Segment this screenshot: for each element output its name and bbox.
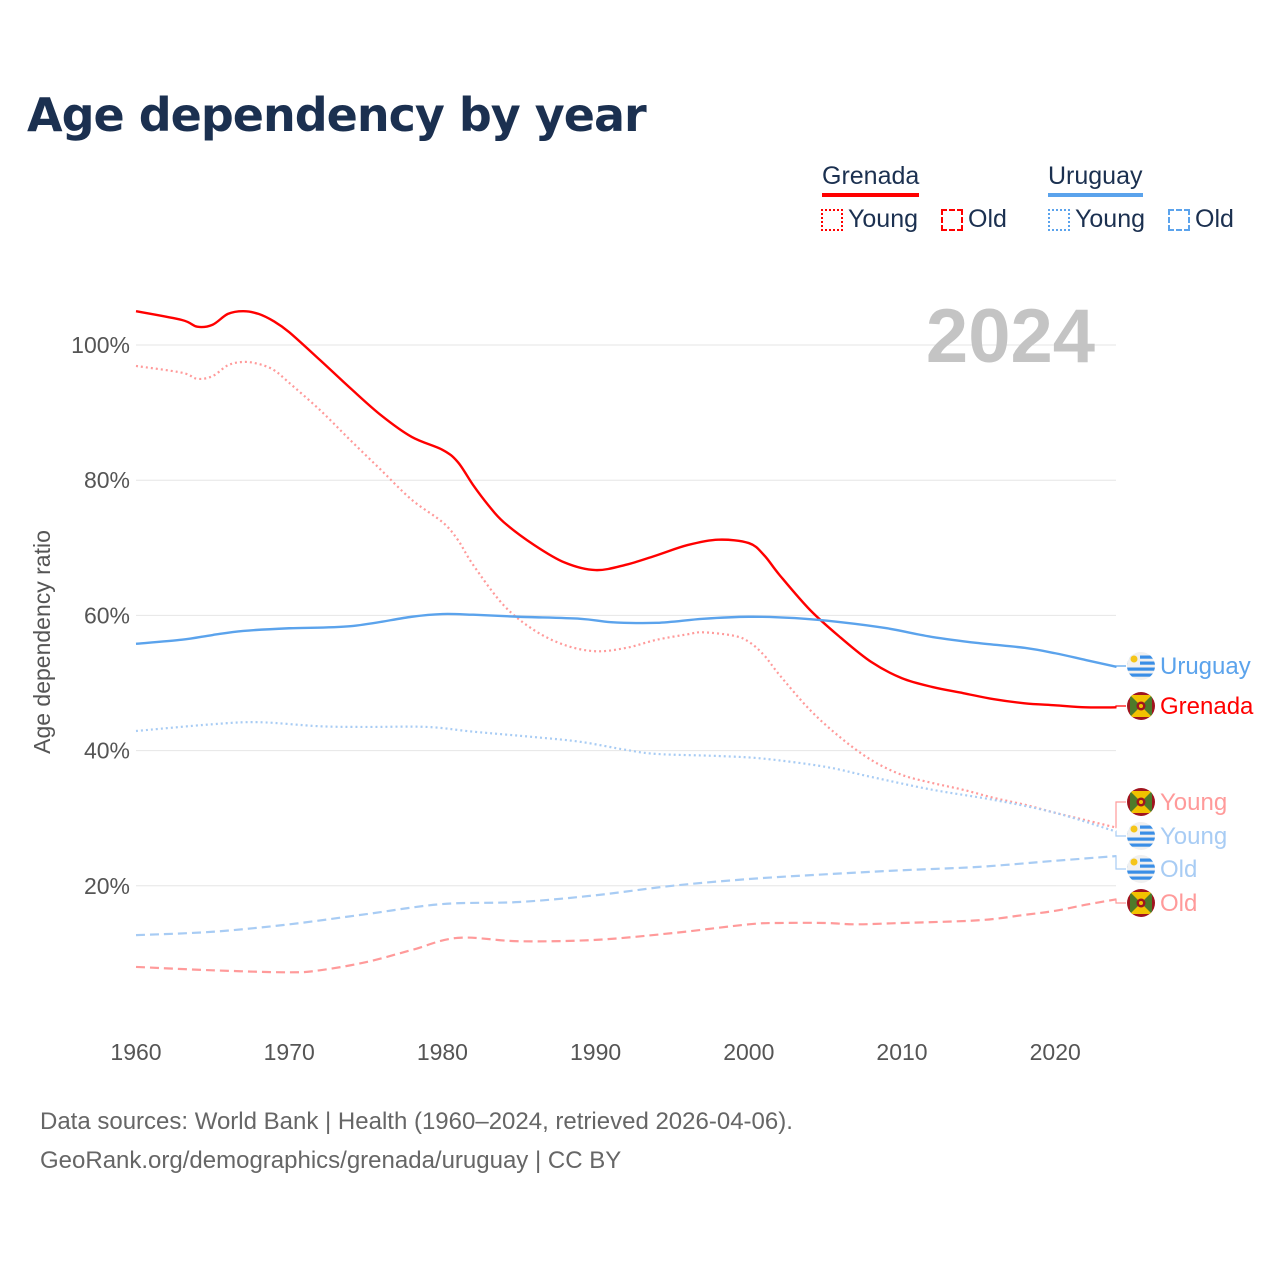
x-tick-label: 2020 bbox=[1030, 1039, 1081, 1065]
uruguay-flag-icon bbox=[1127, 855, 1155, 883]
x-tick-label: 1970 bbox=[264, 1039, 315, 1065]
footer-attribution[interactable]: GeoRank.org/demographics/grenada/uruguay… bbox=[40, 1147, 622, 1174]
series-label: Young bbox=[1160, 789, 1227, 816]
y-axis-label: Age dependency ratio bbox=[29, 530, 55, 754]
x-tick-label: 1960 bbox=[110, 1039, 161, 1065]
end-label-uruguay: Uruguay bbox=[1115, 652, 1251, 680]
legend-uruguay-old[interactable]: Old bbox=[1168, 205, 1234, 234]
grenada-flag-icon bbox=[1127, 692, 1155, 720]
legend-label: Young bbox=[1075, 205, 1145, 233]
legend-uruguay-young[interactable]: Young bbox=[1048, 205, 1145, 234]
series-label: Old bbox=[1160, 856, 1197, 883]
dashed-swatch-icon bbox=[941, 208, 963, 231]
series-label: Uruguay bbox=[1160, 653, 1251, 680]
chart-title: Age dependency by year bbox=[27, 88, 647, 142]
end-label-grenada: Grenada bbox=[1115, 692, 1254, 720]
dashed-swatch-icon bbox=[1168, 208, 1190, 231]
series-label: Grenada bbox=[1160, 693, 1254, 720]
footer-sources: Data sources: World Bank | Health (1960–… bbox=[40, 1108, 793, 1135]
uruguay-old-line bbox=[135, 854, 1117, 937]
leader-line bbox=[1115, 705, 1126, 708]
grenada-flag-icon bbox=[1127, 788, 1155, 816]
legend-label: Old bbox=[1195, 205, 1234, 233]
leader-line bbox=[1115, 801, 1126, 829]
y-tick-label: 80% bbox=[84, 467, 130, 493]
y-tick-label: 20% bbox=[84, 873, 130, 899]
end-label-uruguay-old: Old bbox=[1115, 855, 1197, 883]
end-label-uruguay-young: Young bbox=[1115, 822, 1227, 850]
legend-label: Old bbox=[968, 205, 1007, 233]
series-label: Old bbox=[1160, 890, 1197, 917]
dotted-swatch-icon bbox=[821, 208, 843, 231]
x-tick-label: 1990 bbox=[570, 1039, 621, 1065]
series-label: Young bbox=[1160, 823, 1227, 850]
legend-grenada[interactable]: Grenada bbox=[822, 162, 920, 197]
dotted-swatch-icon bbox=[1048, 208, 1070, 231]
uruguay-young-line bbox=[135, 721, 1117, 833]
x-tick-label: 1980 bbox=[417, 1039, 468, 1065]
legend-label: Young bbox=[848, 205, 918, 233]
uruguay-flag-icon bbox=[1127, 652, 1155, 680]
grenada-flag-icon bbox=[1127, 889, 1155, 917]
leader-line bbox=[1115, 898, 1126, 904]
y-tick-label: 40% bbox=[84, 738, 130, 764]
x-tick-label: 2010 bbox=[876, 1039, 927, 1065]
y-tick-label: 100% bbox=[71, 332, 130, 358]
grenada-young-line bbox=[135, 360, 1117, 829]
legend-grenada-young[interactable]: Young bbox=[821, 205, 918, 234]
y-tick-label: 60% bbox=[84, 602, 130, 628]
year-watermark: 2024 bbox=[926, 294, 1095, 379]
grenada-old-line bbox=[135, 898, 1117, 974]
uruguay-flag-icon bbox=[1127, 822, 1155, 850]
uruguay-line bbox=[135, 612, 1117, 668]
legend-uruguay[interactable]: Uruguay bbox=[1048, 162, 1143, 197]
grenada-line bbox=[135, 309, 1117, 709]
legend-grenada-old[interactable]: Old bbox=[941, 205, 1007, 234]
x-tick-label: 2000 bbox=[723, 1039, 774, 1065]
end-label-grenada-young: Young bbox=[1115, 788, 1227, 829]
leader-line bbox=[1115, 855, 1126, 870]
line-chart: 20% 40% 60% 80% 100% 1960 1970 1980 1990 2000 2010… bbox=[29, 294, 1254, 1065]
end-label-grenada-old: Old bbox=[1115, 889, 1197, 917]
leader-line bbox=[1115, 665, 1126, 668]
leader-line bbox=[1115, 831, 1126, 837]
